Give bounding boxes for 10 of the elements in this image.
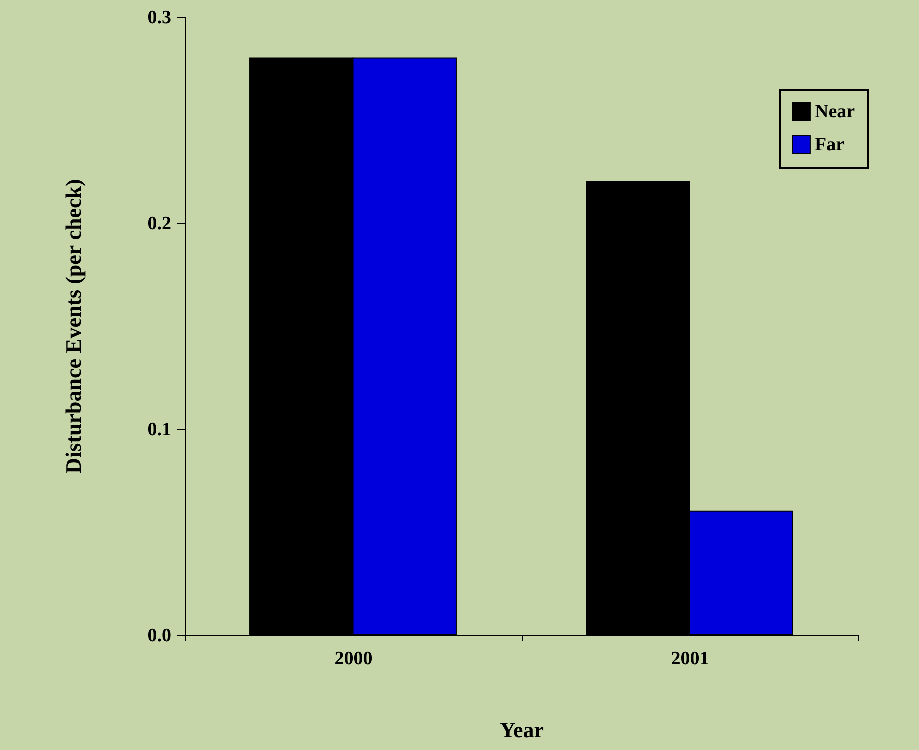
x-axis-title: Year xyxy=(500,718,544,742)
y-axis-title: Disturbance Events (per check) xyxy=(60,179,86,474)
legend-label: Near xyxy=(815,102,856,122)
y-tick-label: 0.2 xyxy=(148,214,172,234)
x-tick-label: 2001 xyxy=(671,648,710,670)
y-tick-label: 0.1 xyxy=(148,420,172,440)
x-tick-label: 2000 xyxy=(334,648,373,670)
legend-label: Far xyxy=(815,134,846,156)
y-tick-label: 0.0 xyxy=(148,626,172,646)
y-tick-label: 0.3 xyxy=(148,8,172,28)
